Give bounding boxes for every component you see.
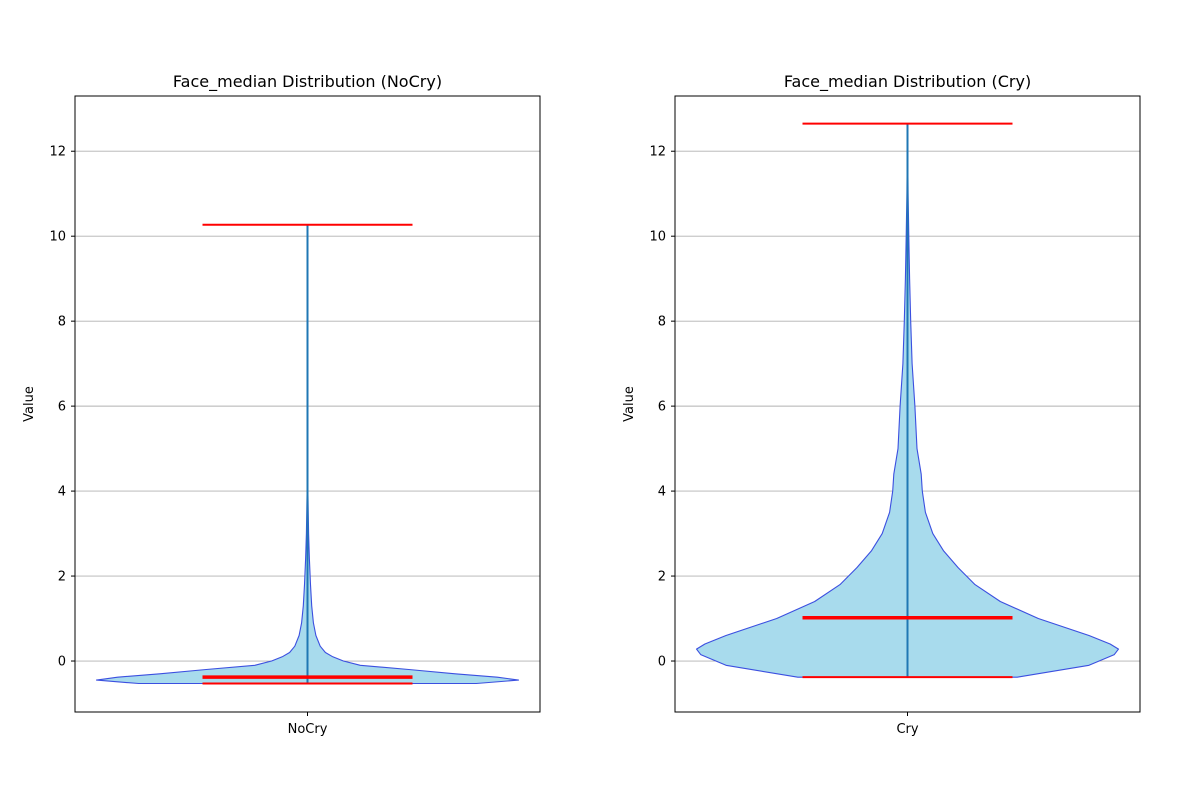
y-tick-label: 10 [649, 230, 666, 245]
y-axis-label: Value [622, 386, 637, 422]
y-ticks: 0 2 4 6 8 10 12 [649, 145, 675, 670]
chart-title: Face_median Distribution (Cry) [784, 72, 1031, 92]
y-tick-label: 12 [649, 145, 666, 160]
y-axis-label: Value [22, 386, 37, 422]
chart-title: Face_median Distribution (NoCry) [173, 72, 442, 92]
x-tick-label: Cry [896, 722, 918, 737]
x-tick-label: NoCry [288, 722, 328, 737]
chart-cry: 0 2 4 6 8 10 12 Cry Face_median Distribution (… [622, 72, 1141, 737]
stat-lines [802, 122, 1013, 679]
y-tick-label: 0 [658, 655, 666, 670]
y-tick-label: 6 [658, 400, 666, 415]
y-tick-label: 4 [658, 485, 666, 500]
x-ticks: NoCry [288, 712, 328, 737]
y-tick-label: 8 [658, 315, 666, 330]
y-tick-label: 8 [58, 315, 66, 330]
y-ticks: 0 2 4 6 8 10 12 [49, 145, 75, 670]
chart-nocry: 0 2 4 6 8 10 12 NoCry Face_median Distribution… [22, 72, 541, 737]
y-tick-label: 6 [58, 400, 66, 415]
y-tick-label: 2 [58, 570, 66, 585]
x-ticks: Cry [896, 712, 919, 737]
y-tick-label: 12 [49, 145, 66, 160]
stat-lines [202, 223, 413, 685]
y-tick-label: 4 [58, 485, 66, 500]
y-tick-label: 2 [658, 570, 666, 585]
y-tick-label: 0 [58, 655, 66, 670]
y-tick-label: 10 [49, 230, 66, 245]
